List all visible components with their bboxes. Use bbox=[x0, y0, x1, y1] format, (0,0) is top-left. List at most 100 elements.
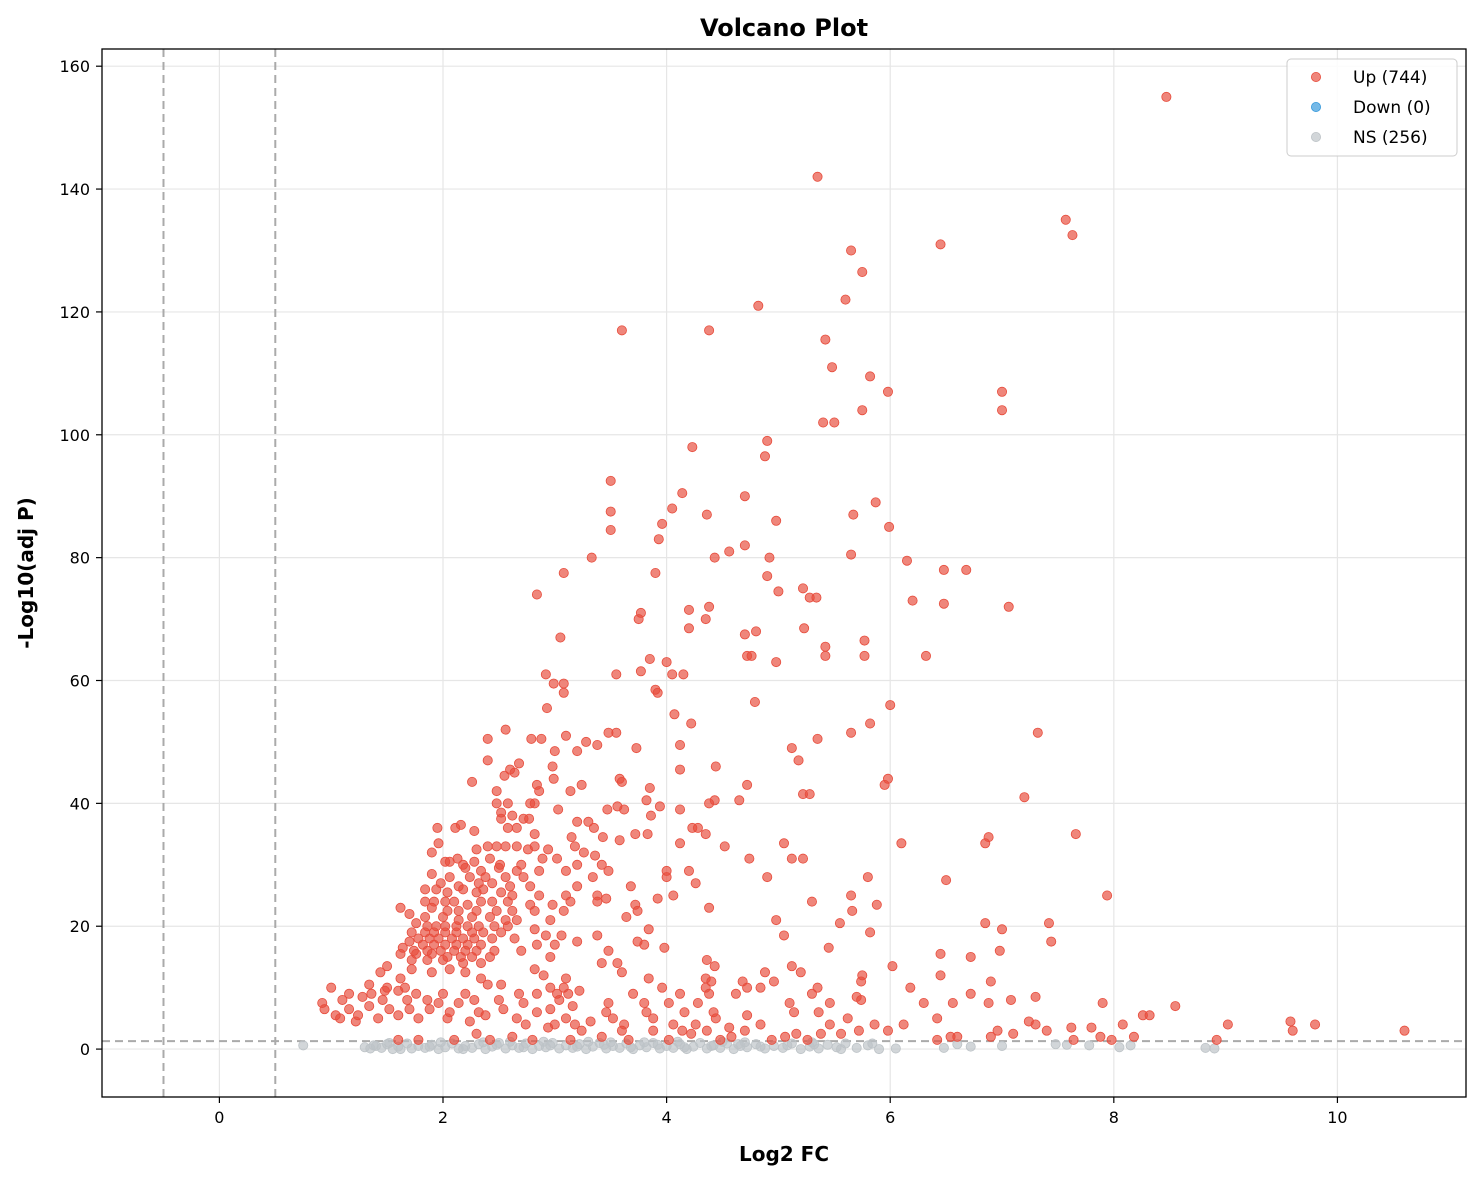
up-point bbox=[824, 998, 835, 1009]
up-point bbox=[742, 1010, 753, 1021]
up-point bbox=[377, 994, 388, 1005]
up-point bbox=[529, 829, 540, 840]
up-point bbox=[935, 948, 946, 959]
up-point bbox=[1310, 1019, 1321, 1030]
x-tick-label: 2 bbox=[438, 1108, 448, 1127]
up-point bbox=[1067, 230, 1078, 241]
up-point bbox=[668, 1019, 679, 1030]
up-point bbox=[715, 1034, 726, 1045]
up-point bbox=[869, 1019, 880, 1030]
up-point bbox=[482, 841, 493, 852]
up-point bbox=[786, 743, 797, 754]
ns-point bbox=[782, 1040, 793, 1051]
up-point bbox=[985, 1031, 996, 1042]
up-point bbox=[576, 1025, 587, 1036]
up-point bbox=[633, 614, 644, 625]
up-point bbox=[612, 958, 623, 969]
up-point bbox=[806, 988, 817, 999]
up-point bbox=[422, 994, 433, 1005]
up-point bbox=[596, 859, 607, 870]
ns-point bbox=[435, 1037, 446, 1048]
up-point bbox=[798, 583, 809, 594]
up-point bbox=[484, 853, 495, 864]
up-point bbox=[502, 822, 513, 833]
up-point bbox=[411, 918, 422, 929]
up-point bbox=[529, 924, 540, 935]
up-point bbox=[601, 893, 612, 904]
up-point bbox=[572, 746, 583, 757]
legend: Up (744) Down (0) NS (256) bbox=[1286, 58, 1458, 157]
up-point bbox=[484, 1034, 495, 1045]
y-tick-label: 60 bbox=[70, 672, 90, 691]
ns-point bbox=[965, 1041, 976, 1052]
up-point bbox=[395, 902, 406, 913]
up-point bbox=[597, 832, 608, 843]
y-tick-label: 140 bbox=[59, 180, 90, 199]
up-point bbox=[935, 239, 946, 250]
up-point bbox=[657, 982, 668, 993]
up-point bbox=[558, 678, 569, 689]
up-point bbox=[529, 964, 540, 975]
up-point bbox=[704, 988, 715, 999]
ns-point bbox=[1200, 1042, 1211, 1053]
up-point bbox=[540, 930, 551, 941]
up-point bbox=[545, 1004, 556, 1015]
up-point bbox=[739, 1025, 750, 1036]
up-point bbox=[701, 509, 712, 520]
up-point bbox=[983, 998, 994, 1009]
up-point bbox=[393, 1010, 404, 1021]
up-point bbox=[730, 988, 741, 999]
up-point bbox=[938, 598, 949, 609]
up-point bbox=[375, 967, 386, 978]
ns-point bbox=[695, 1037, 706, 1048]
up-point bbox=[780, 1031, 791, 1042]
up-point bbox=[384, 1004, 395, 1015]
x-axis-title: Log2 FC bbox=[739, 1142, 829, 1166]
up-point bbox=[616, 325, 627, 336]
up-point bbox=[799, 623, 810, 634]
up-point bbox=[768, 976, 779, 987]
up-point bbox=[560, 865, 571, 876]
up-point bbox=[644, 783, 655, 794]
up-point bbox=[603, 945, 614, 956]
up-point bbox=[567, 1001, 578, 1012]
up-point bbox=[578, 847, 589, 858]
up-point bbox=[555, 632, 566, 643]
up-point bbox=[882, 773, 893, 784]
up-point bbox=[502, 896, 513, 907]
up-point bbox=[549, 746, 560, 757]
up-point bbox=[518, 998, 529, 1009]
up-point bbox=[932, 1034, 943, 1045]
up-point bbox=[762, 435, 773, 446]
up-point bbox=[393, 985, 404, 996]
up-point bbox=[572, 881, 583, 892]
up-point bbox=[601, 1007, 612, 1018]
up-point bbox=[690, 1019, 701, 1030]
up-point bbox=[700, 614, 711, 625]
up-point bbox=[534, 890, 545, 901]
up-point bbox=[596, 958, 607, 969]
up-point bbox=[586, 552, 597, 563]
up-point bbox=[773, 586, 784, 597]
up-point bbox=[1003, 601, 1014, 612]
up-point bbox=[587, 872, 598, 883]
up-point bbox=[687, 442, 698, 453]
up-point bbox=[631, 743, 642, 754]
up-point bbox=[411, 988, 422, 999]
up-point bbox=[426, 967, 437, 978]
up-point bbox=[635, 666, 646, 677]
up-point bbox=[507, 905, 518, 916]
up-point bbox=[404, 908, 415, 919]
up-point bbox=[639, 998, 650, 1009]
ns-point bbox=[672, 1036, 683, 1047]
up-point bbox=[759, 451, 770, 462]
up-point bbox=[793, 755, 804, 766]
up-point bbox=[588, 822, 599, 833]
up-point bbox=[507, 1031, 518, 1042]
y-tick-label: 0 bbox=[80, 1040, 90, 1059]
ns-point bbox=[639, 1037, 650, 1048]
up-point bbox=[560, 1013, 571, 1024]
up-point bbox=[947, 998, 958, 1009]
up-point bbox=[661, 657, 672, 668]
up-point bbox=[932, 1013, 943, 1024]
